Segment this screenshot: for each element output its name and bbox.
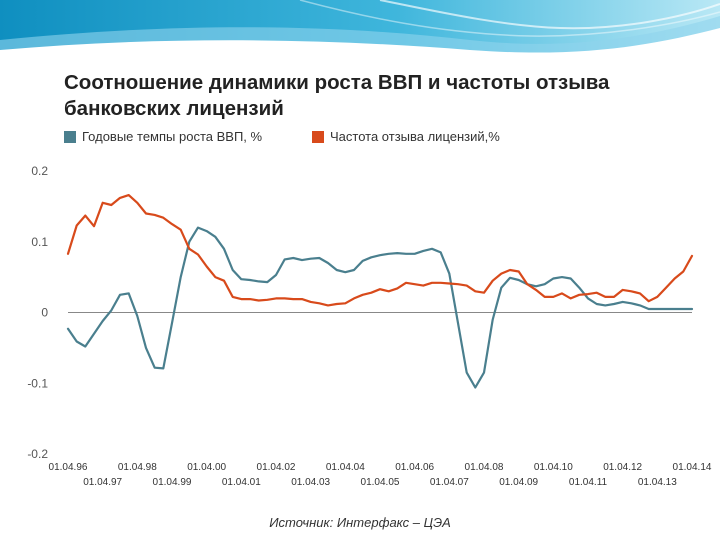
x-tick-label: 01.04.03 <box>291 477 330 488</box>
legend-item-gdp: Годовые темпы роста ВВП, % <box>64 129 262 144</box>
series-line-gdp <box>66 226 694 389</box>
y-tick-label: 0.1 <box>31 235 48 249</box>
y-tick-label: -0.1 <box>27 376 48 390</box>
legend-item-revocation: Частота отзыва лицензий,% <box>312 129 500 144</box>
source-note: Источник: Интерфакс – ЦЭА <box>269 515 451 530</box>
x-tick-label: 01.04.07 <box>430 477 469 488</box>
line-chart: 0.2 0.1 0 -0.1 -0.201.04.96 01.04.97 01.04.98 0… <box>27 164 712 488</box>
y-tick-label: 0.2 <box>31 164 48 178</box>
y-tick-label: 0 <box>41 306 48 320</box>
x-tick-label: 01.04.99 <box>153 477 192 488</box>
x-tick-label: 01.04.98 <box>118 462 157 473</box>
series-line-revocation <box>66 194 694 307</box>
x-tick-label: 01.04.06 <box>395 462 434 473</box>
x-tick-label: 01.04.04 <box>326 462 365 473</box>
x-tick-label: 01.04.12 <box>603 462 642 473</box>
x-tick-label: 01.04.14 <box>673 462 712 473</box>
x-tick-label: 01.04.96 <box>49 462 88 473</box>
x-tick-label: 01.04.01 <box>222 477 261 488</box>
decorative-header-banner <box>0 0 720 58</box>
x-tick-label: 01.04.97 <box>83 477 122 488</box>
x-tick-label: 01.04.13 <box>638 477 677 488</box>
x-tick-label: 01.04.08 <box>465 462 504 473</box>
legend-label-gdp: Годовые темпы роста ВВП, % <box>82 129 263 144</box>
chart-title: Соотношение динамики роста ВВП и частоты… <box>64 71 610 120</box>
x-tick-label: 01.04.02 <box>257 462 296 473</box>
x-tick-label: 01.04.09 <box>499 477 538 488</box>
x-tick-label: 01.04.10 <box>534 462 573 473</box>
x-tick-label: 01.04.11 <box>569 477 608 488</box>
legend-swatch-gdp <box>64 130 76 143</box>
x-tick-label: 01.04.00 <box>187 462 226 473</box>
y-tick-label: -0.2 <box>27 447 48 461</box>
legend-label-revocation: Частота отзыва лицензий,% <box>330 129 500 144</box>
legend-swatch-revocation <box>312 130 324 143</box>
x-tick-label: 01.04.05 <box>361 477 400 488</box>
